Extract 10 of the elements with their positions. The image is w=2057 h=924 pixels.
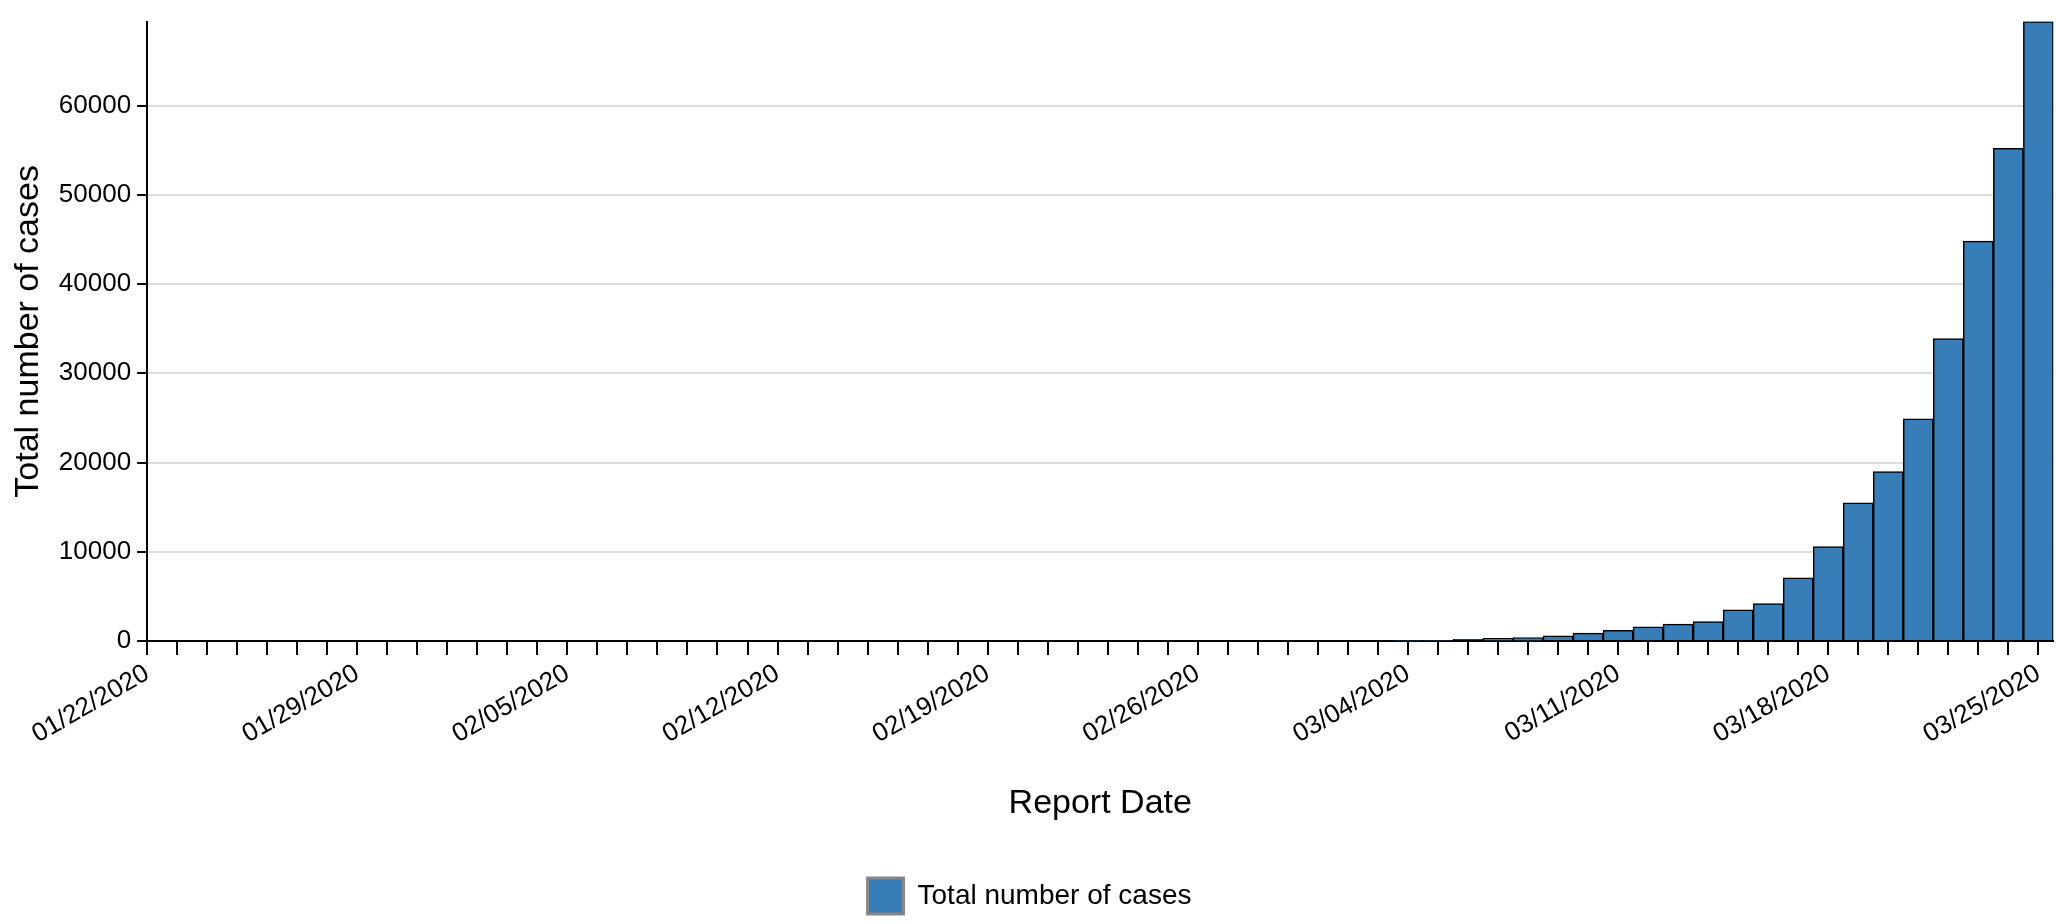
y-axis-title: Total number of cases <box>6 165 45 498</box>
y-tick-label: 60000 <box>58 88 132 119</box>
y-tick-label: 30000 <box>58 356 132 387</box>
legend-label: Total number of cases <box>917 878 1192 910</box>
y-tick-label: 40000 <box>58 267 132 298</box>
y-tick-label: 20000 <box>58 445 132 476</box>
y-tick-label: 50000 <box>58 177 132 208</box>
y-tick-label: 0 <box>116 624 132 655</box>
y-tick-label: 10000 <box>58 535 132 566</box>
x-axis-title: Report Date <box>1008 781 1192 820</box>
